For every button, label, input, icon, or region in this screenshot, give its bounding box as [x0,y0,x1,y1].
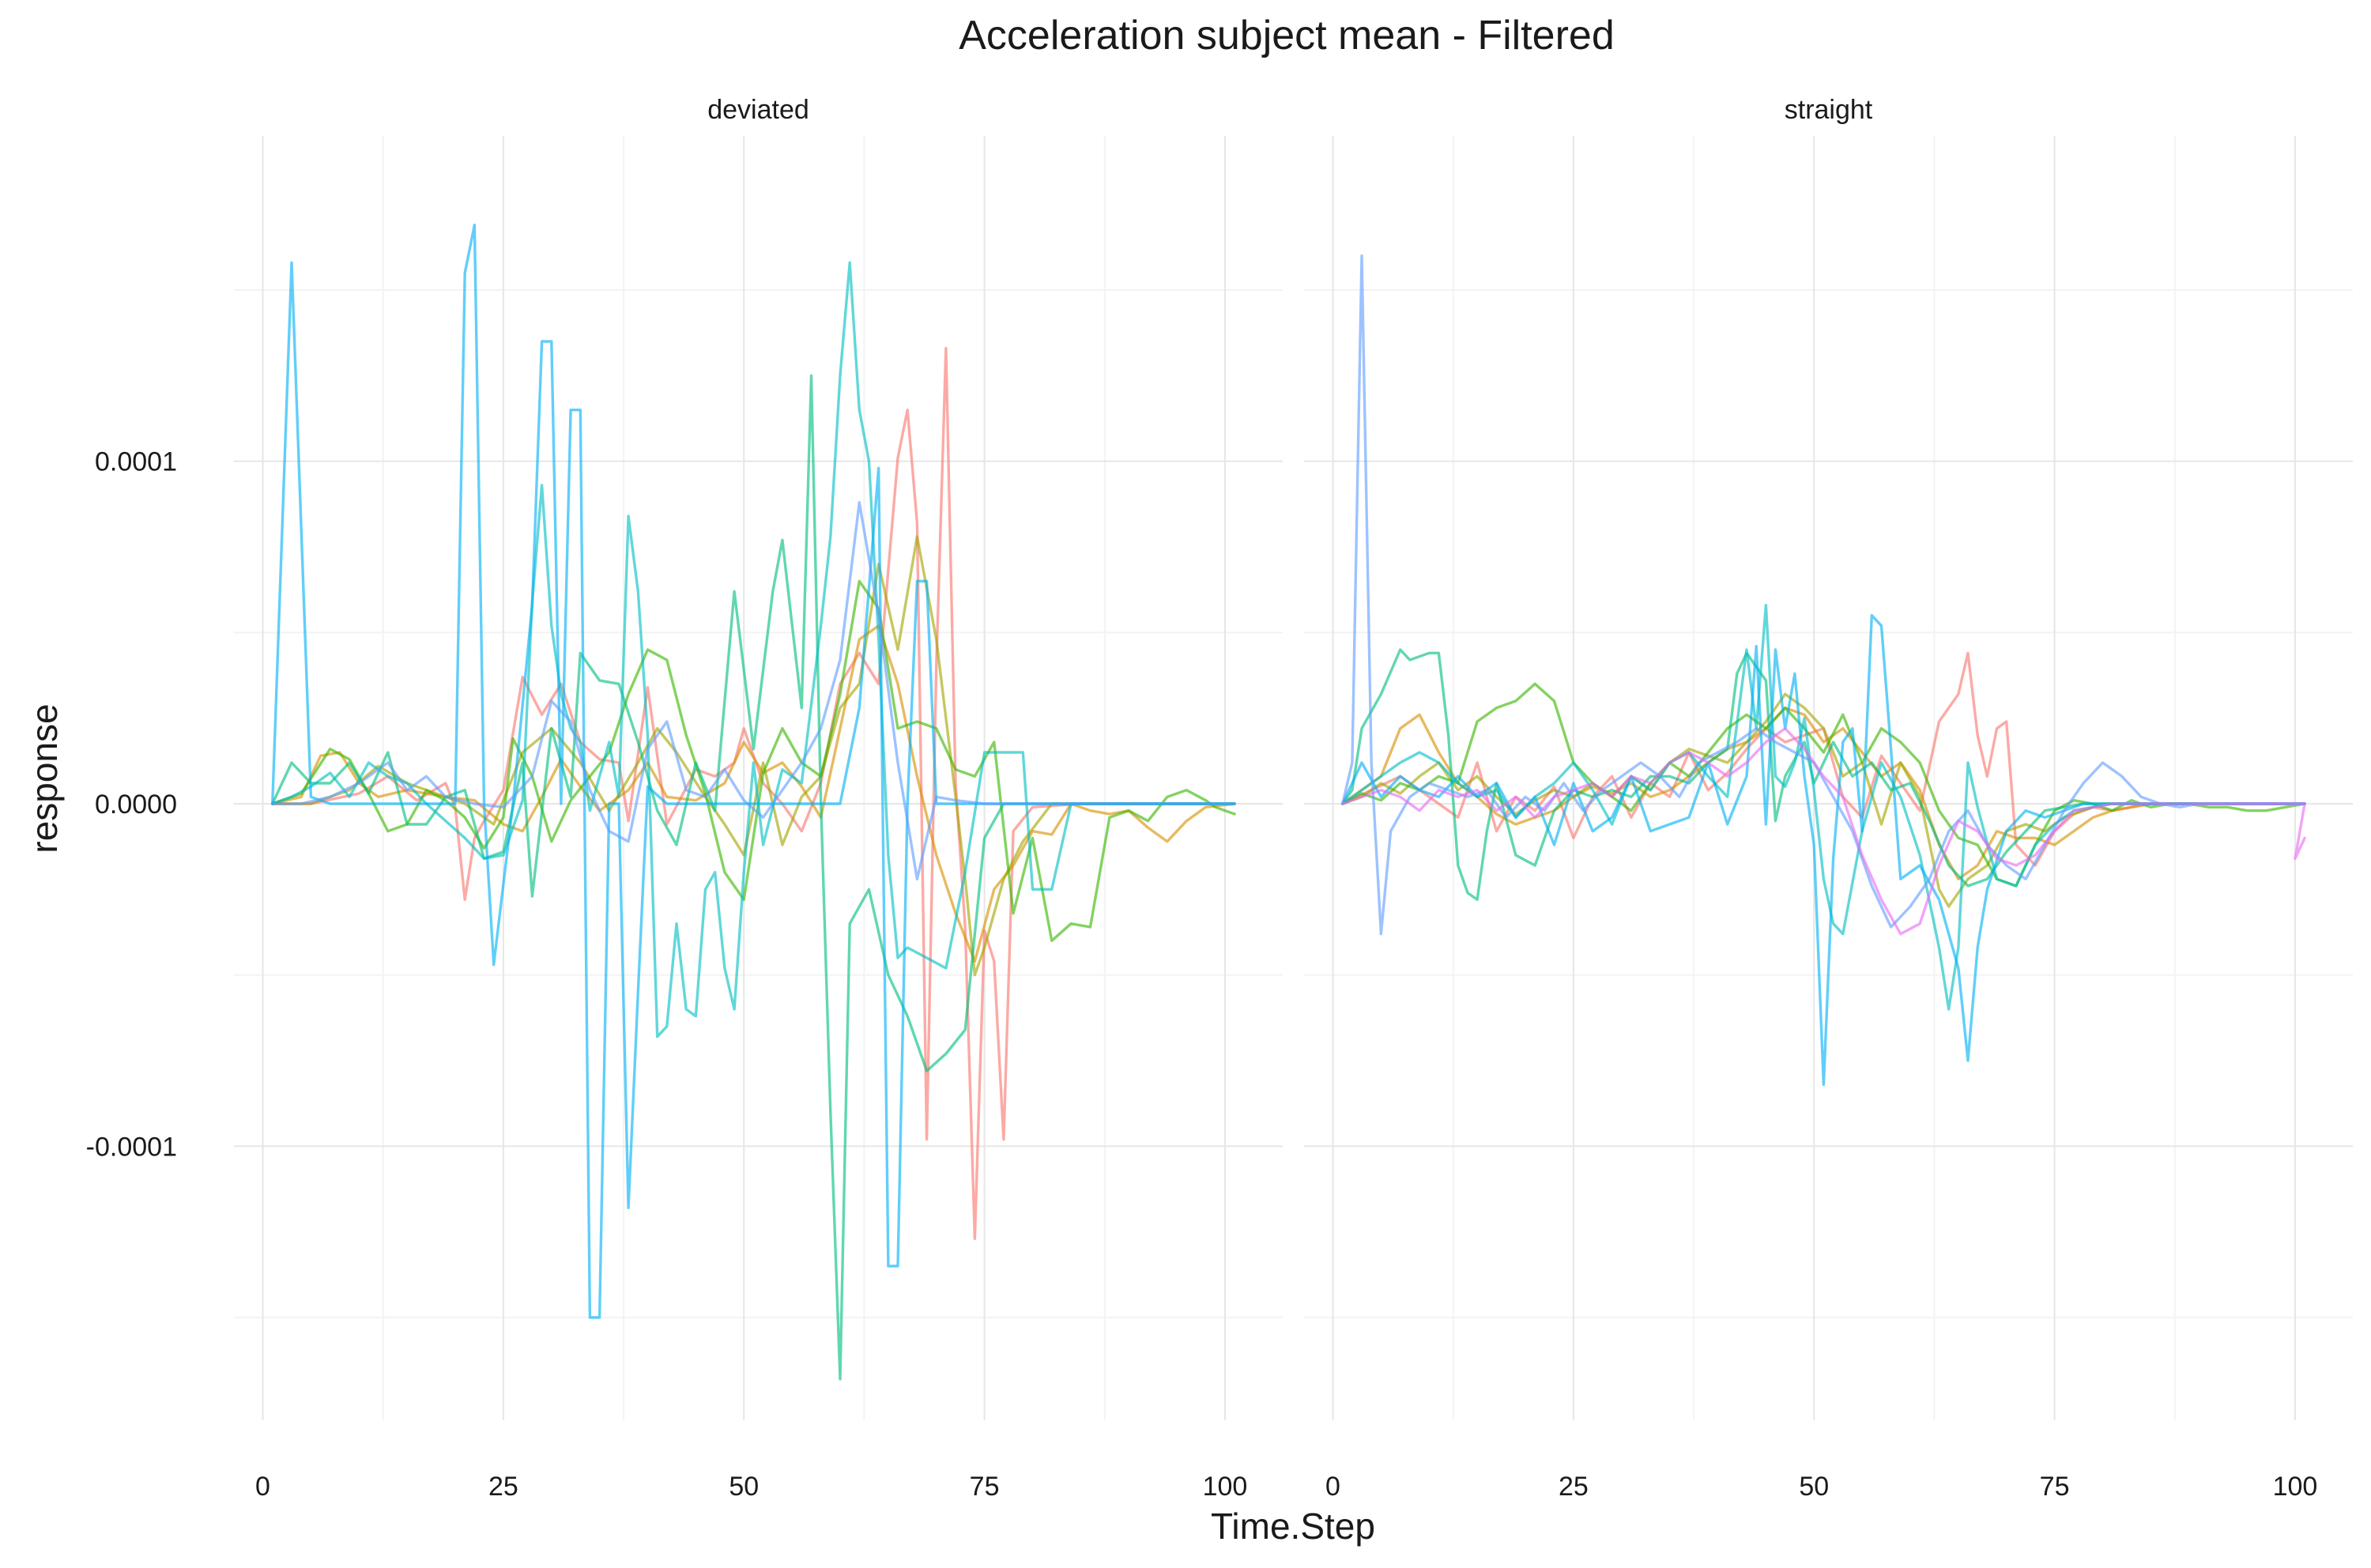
facet-panel-straight: 0 25 50 75 100 straight [1304,95,2353,1502]
series-line [271,261,1236,1038]
x-tick-label: 50 [1799,1472,1829,1502]
series-line [1340,614,2306,1087]
y-tick-label: 0.0000 [95,790,177,820]
x-axis-title: Time.Step [1211,1506,1375,1547]
y-tick-label: -0.0001 [86,1132,177,1162]
x-tick-label: 25 [488,1472,518,1502]
series-line [271,501,1236,881]
x-tick-label: 75 [2040,1472,2070,1502]
series-line [271,347,1236,1241]
series-line [271,579,1236,943]
facet-label: deviated [707,95,809,125]
x-tick-label: 50 [729,1472,759,1502]
chart-title: Acceleration subject mean - Filtered [959,13,1615,58]
facet-panel-deviated: 0 25 50 75 100 0.0001 0.0000 -0.0001 deviated [86,95,1283,1502]
series-line [1340,254,2306,936]
x-tick-label: 0 [255,1472,270,1502]
x-tick-label: 75 [970,1472,1000,1502]
series-line [1340,648,2306,902]
series-line [271,374,1236,1381]
x-tick-label: 100 [1203,1472,1248,1502]
x-tick-label: 0 [1325,1472,1340,1502]
x-tick-label: 25 [1559,1472,1589,1502]
facet-panels: 0 25 50 75 100 0.0001 0.0000 -0.0001 deviated 0 25… [86,95,2353,1502]
series-line [1340,707,2306,881]
facet-label: straight [1785,95,1873,125]
y-axis-title: response [24,703,65,853]
y-tick-label: 0.0001 [95,447,177,477]
series-line [1340,727,2306,936]
series-line [1340,604,2306,1011]
series-line [271,224,1236,1319]
x-tick-label: 100 [2273,1472,2318,1502]
